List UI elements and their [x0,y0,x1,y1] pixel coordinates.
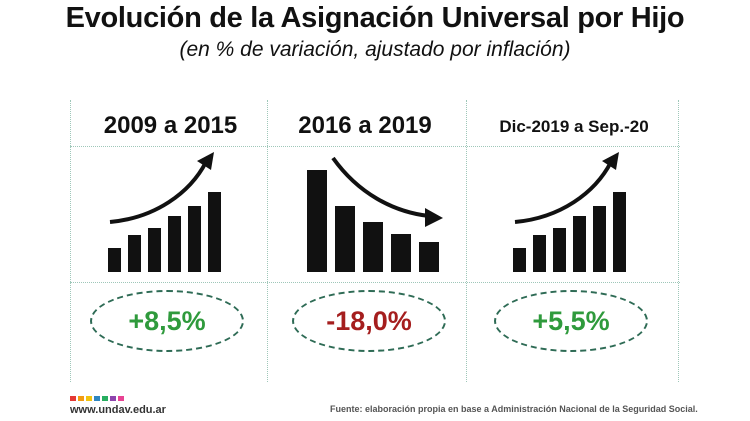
bar-icon [168,216,181,272]
source-note: Fuente: elaboración propia en base a Adm… [330,404,698,414]
value-badge-1: +8,5% [90,290,244,352]
bar-icon [188,206,201,272]
bar-icon [128,235,141,272]
period-label-2: 2016 a 2019 [298,112,432,139]
grid-divider [267,100,268,382]
period-label-3: Dic-2019 a Sep.-20 [499,117,649,136]
bar-icon [307,170,327,272]
bar-icon [148,228,161,272]
grid-divider [70,100,71,382]
bar-icon [208,192,221,272]
falling-bars-arrow-icon [307,156,443,272]
value-badge-3: +5,5% [494,290,648,352]
bar-icon [533,235,546,272]
logo-dot [94,396,100,401]
page-title: Evolución de la Asignación Universal por… [65,2,685,34]
logo-dot [86,396,92,401]
grid-divider [678,100,679,382]
arrow-head-icon [602,152,619,170]
logo-dot [70,396,76,401]
logo-dot [110,396,116,401]
page-subtitle: (en % de variación, ajustado por inflaci… [179,38,571,61]
bar-icon [613,192,626,272]
bar-icon [553,228,566,272]
arrow-head-icon [425,208,443,227]
grid-divider [466,100,467,382]
trend-arrow-icon [514,161,613,224]
rising-bars-arrow-icon [513,152,626,272]
bar-icon [593,206,606,272]
value-badge-2: -18,0% [292,290,446,352]
period-label-1: 2009 a 2015 [103,112,238,139]
bar-icon [513,248,526,272]
logo-dot [102,396,108,401]
arrow-head-icon [197,152,214,170]
bar-icon [108,248,121,272]
bar-icon [419,242,439,272]
trend-arrow-icon [331,156,430,218]
undav-logo-icon [70,396,124,401]
bar-icon [335,206,355,272]
rising-bars-arrow-icon [108,152,221,272]
panel-grid [70,100,680,382]
grid-divider [70,282,680,283]
bar-icon [363,222,383,272]
grid-divider [70,146,680,147]
logo-dot [118,396,124,401]
bar-icon [391,234,411,272]
site-url: www.undav.edu.ar [70,404,166,416]
trend-arrow-icon [109,161,208,224]
logo-dot [78,396,84,401]
bar-icon [573,216,586,272]
